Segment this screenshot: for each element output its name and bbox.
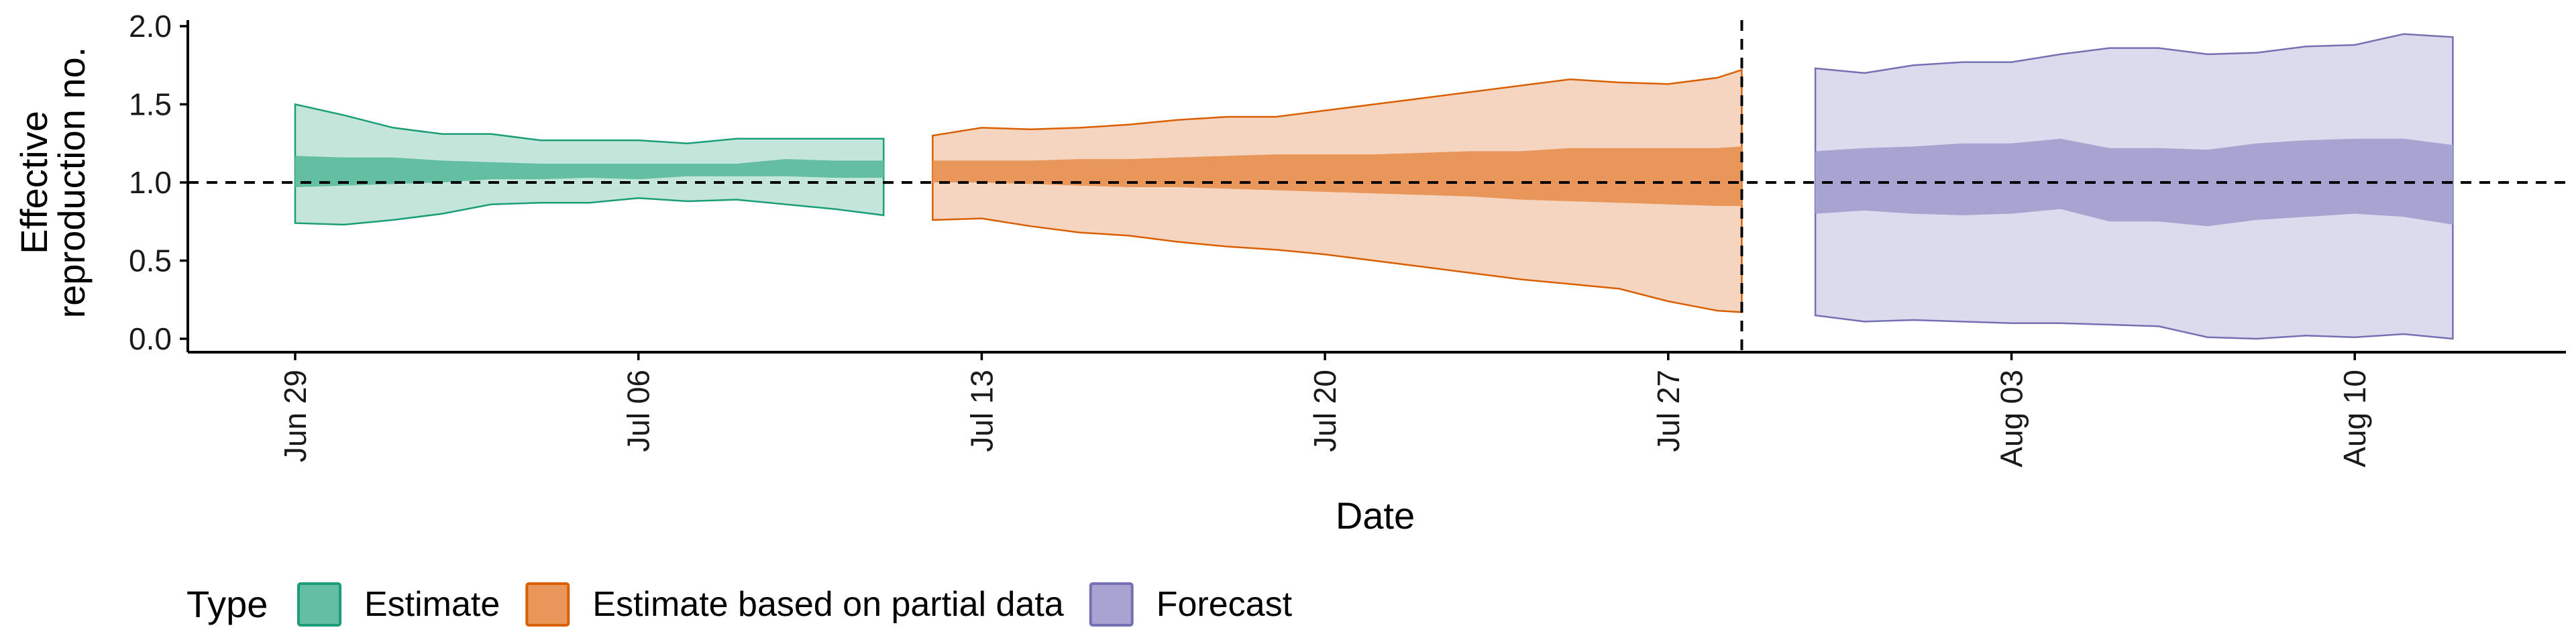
legend-title: Type: [186, 583, 268, 625]
y-tick-label: 0.0: [129, 321, 172, 356]
legend: Type Estimate Estimate based on partial d…: [186, 582, 1293, 627]
ribbon-50-1: [932, 146, 1742, 206]
y-tick-label: 2.0: [129, 9, 172, 44]
ribbon-50-0: [295, 156, 884, 187]
legend-swatch: [297, 582, 341, 627]
x-tick-label: Jul 13: [964, 370, 999, 452]
y-axis-title: Effective reproduction no.: [13, 47, 93, 319]
legend-label: Forecast: [1157, 585, 1293, 624]
legend-label: Estimate: [364, 585, 500, 624]
x-tick-label: Jul 27: [1651, 370, 1686, 452]
x-tick-label: Jun 29: [278, 370, 313, 462]
axes: 0.0 0.5 1.0 1.5 2.0 Jun 29 Jul 06 Jul 13 Jul 20 J…: [129, 9, 2566, 468]
y-tick-label: 1.0: [129, 165, 172, 200]
legend-label: Estimate based on partial data: [592, 585, 1064, 624]
legend-swatch: [525, 582, 570, 627]
x-tick-label: Aug 10: [2337, 370, 2372, 468]
reference-lines: [188, 20, 2566, 352]
ribbon-layer: [294, 33, 2454, 340]
ribbon-50-2: [1815, 138, 2453, 227]
y-tick-label: 1.5: [129, 87, 172, 122]
y-tick-label: 0.5: [129, 244, 172, 278]
x-tick-label: Aug 03: [1994, 370, 2029, 468]
x-axis-title: Date: [1336, 494, 1415, 537]
x-tick-label: Jul 06: [621, 370, 656, 452]
y-axis-title-line-1: Effective: [13, 111, 55, 254]
y-axis-title-line-2: reproduction no.: [50, 47, 93, 319]
legend-swatch: [1089, 582, 1134, 627]
x-tick-label: Jul 20: [1307, 370, 1342, 452]
